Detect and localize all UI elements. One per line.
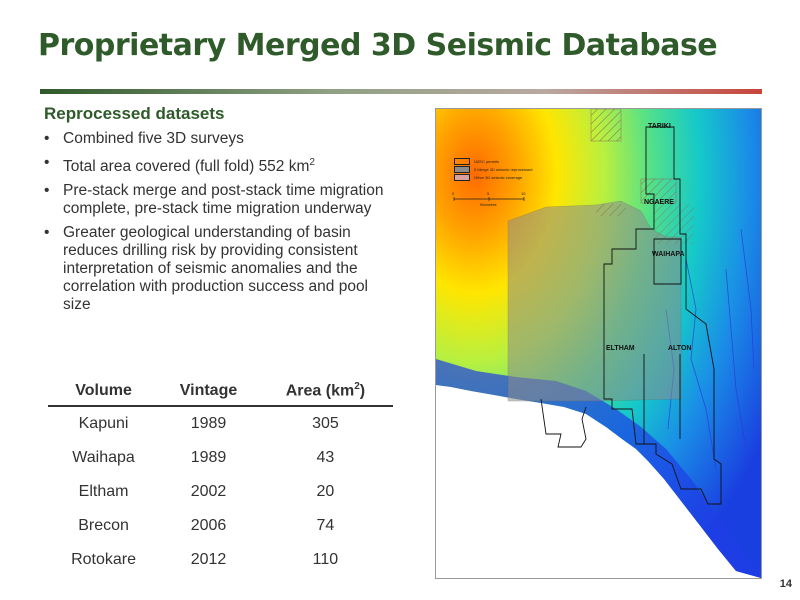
section-subtitle: Reprocessed datasets xyxy=(44,104,225,123)
volume-header: Volume xyxy=(48,376,160,407)
merge-swatch xyxy=(454,165,470,173)
title-divider xyxy=(40,89,762,94)
bullet-list: • Combined five 3D surveys • Total area co… xyxy=(44,130,384,320)
bullet-item: • Total area covered (full fold) 552 km2 xyxy=(44,154,315,176)
seismic-map: 0 5 10 Kilometres NZEC permits 5 Merge 3… xyxy=(435,108,762,579)
map-label-alton: ALTON xyxy=(668,345,692,352)
table-row: Rotokare 2012 110 xyxy=(71,551,339,568)
other-coverage-area xyxy=(590,109,622,142)
svg-text:10: 10 xyxy=(521,191,526,196)
table-row: Waihapa 1989 43 xyxy=(72,449,335,466)
page-number: 14 xyxy=(779,578,792,590)
scale-bar: 0 5 10 Kilometres xyxy=(452,191,526,207)
other-swatch xyxy=(454,173,470,181)
map-label-tariki: TARIKI xyxy=(648,123,671,130)
slide-title: Proprietary Merged 3D Seismic Database xyxy=(38,28,718,63)
volume-table: Volume Vintage Area (km2) Kapuni 1989 305 … xyxy=(48,376,393,577)
bullet-item: • Combined five 3D surveys xyxy=(44,130,244,147)
map-label-eltham: ELTHAM xyxy=(606,345,635,352)
svg-text:Kilometres: Kilometres xyxy=(480,203,497,207)
map-label-ngaere: NGAERE xyxy=(644,199,674,206)
table-row: Eltham 2002 20 xyxy=(78,483,335,500)
permit-swatch xyxy=(454,157,470,165)
map-label-waihapa: WAIHAPA xyxy=(652,251,685,258)
svg-text:5: 5 xyxy=(487,191,490,196)
table-row: Brecon 2006 74 xyxy=(78,517,335,534)
bullet-item: • Greater geological understanding of bas… xyxy=(44,224,369,314)
area-header: Area (km2) xyxy=(257,376,393,407)
other-coverage-area xyxy=(654,204,694,244)
table-header-row: Volume Vintage Area (km2) xyxy=(48,376,393,407)
bullet-item: • Pre-stack merge and post-stack time mig… xyxy=(44,182,384,218)
permit-outlines xyxy=(540,126,722,505)
other-coverage-area xyxy=(596,204,626,216)
table-row: Kapuni 1989 305 xyxy=(78,415,339,432)
other-coverage-area xyxy=(640,178,677,204)
map-legend: NZEC permits 5 Merge 3D seismic reproces… xyxy=(454,157,532,181)
coastal-lowland xyxy=(436,359,761,578)
map-graphic: 0 5 10 Kilometres xyxy=(436,109,761,578)
vintage-header: Vintage xyxy=(159,376,258,407)
svg-text:0: 0 xyxy=(452,191,455,196)
